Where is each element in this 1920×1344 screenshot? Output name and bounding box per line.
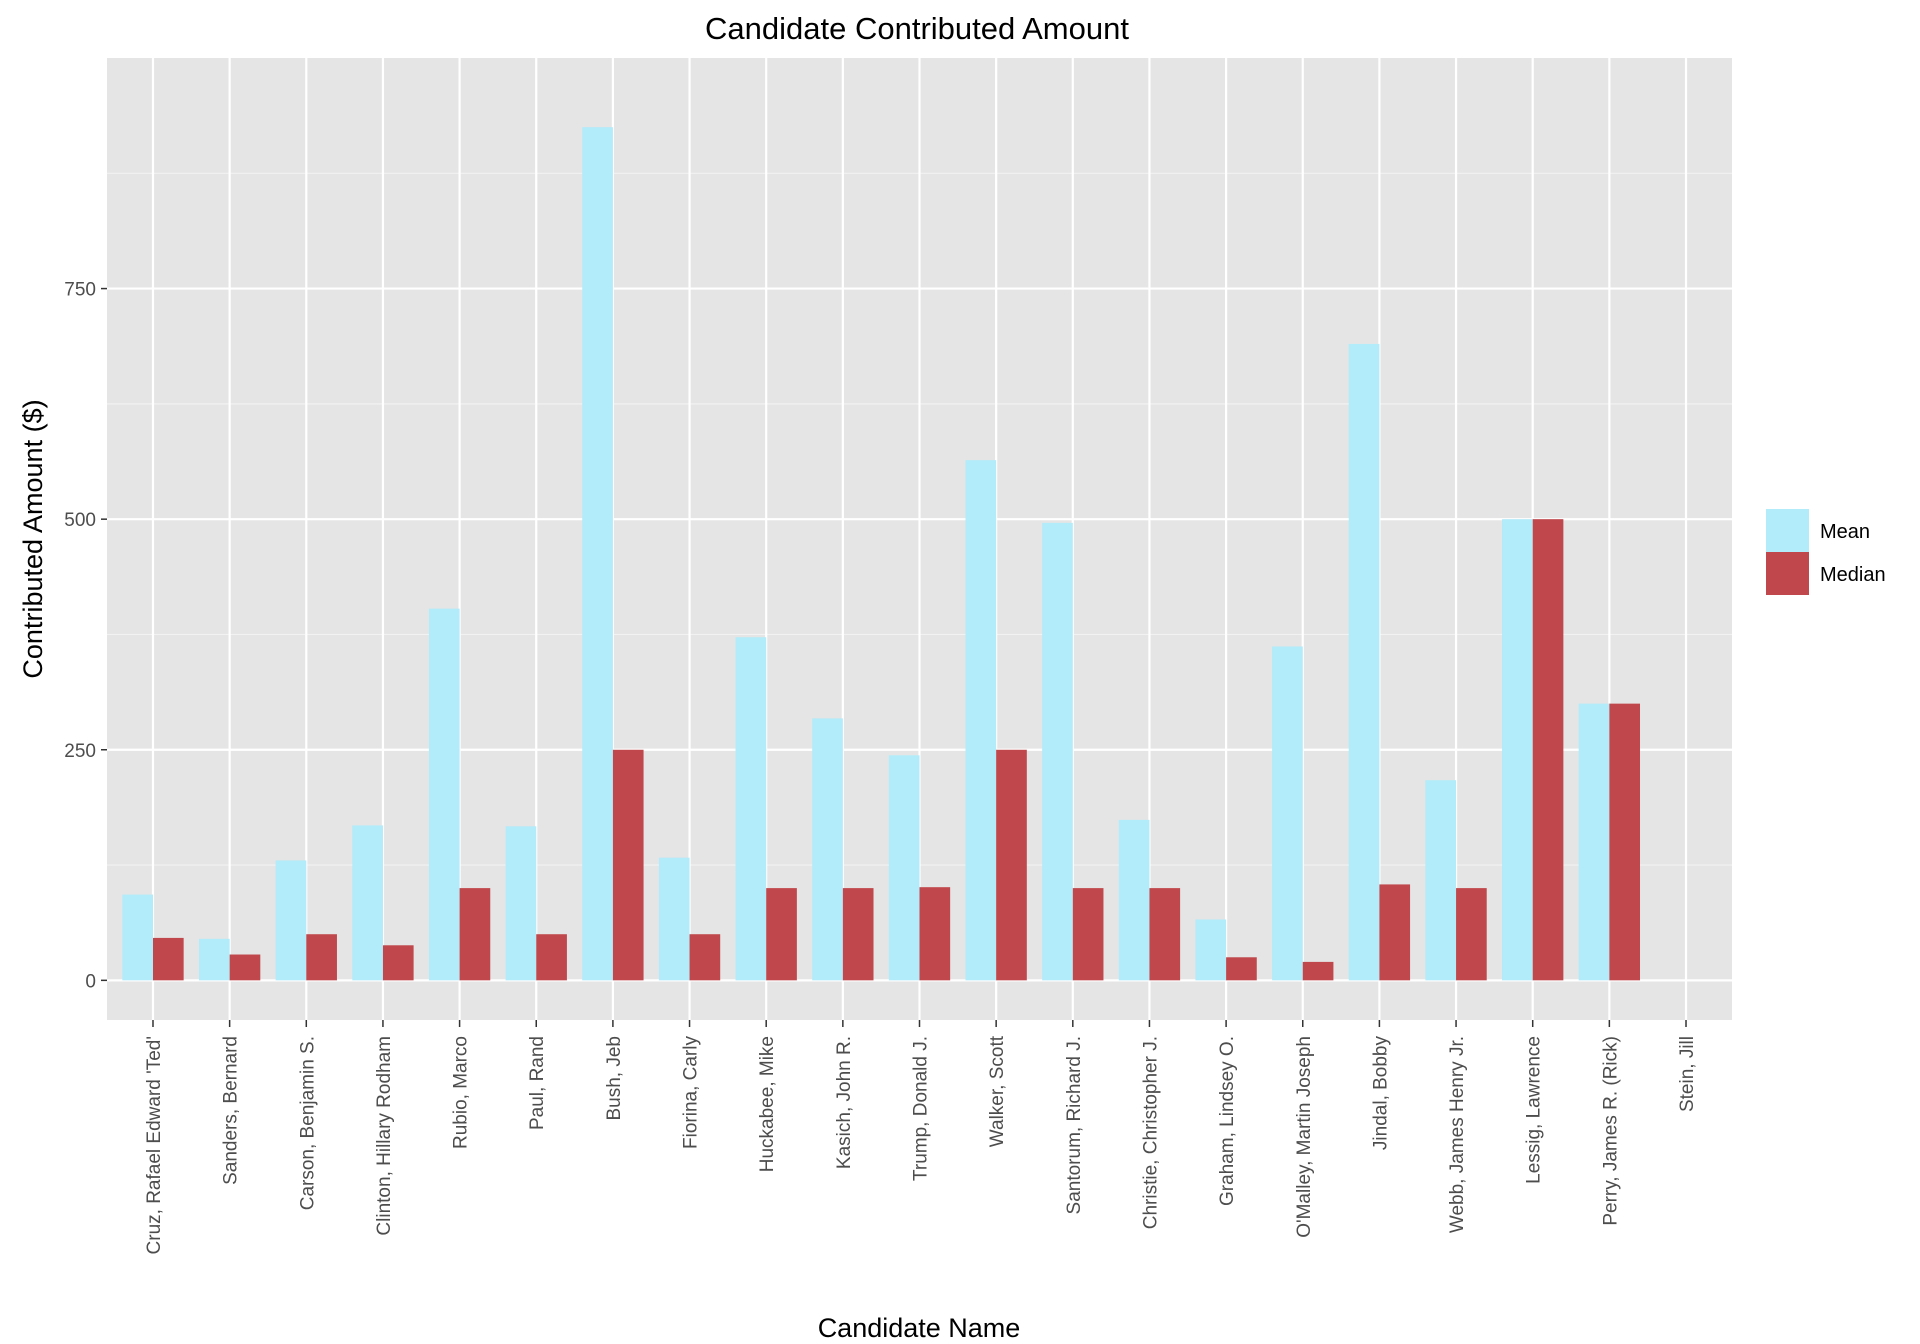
x-tick-label: Walker, Scott [987,1035,1008,1147]
x-tick-label: Cruz, Rafael Edward 'Ted' [144,1036,165,1254]
x-tick-label: Graham, Lindsey O. [1217,1036,1238,1206]
bar-median [459,888,491,981]
bar-median [996,749,1027,981]
bar-mean [275,860,307,981]
bar-mean [1272,646,1303,981]
bar-median [152,937,184,981]
bar-median [306,934,337,981]
x-tick-label: Santorum, Richard J. [1064,1036,1085,1214]
y-tick-label: 500 [64,510,96,531]
bar-mean [352,825,383,981]
x-tick-label: O'Malley, Martin Joseph [1294,1036,1315,1238]
x-tick-label: Paul, Rand [527,1036,548,1130]
x-tick-label: Sanders, Bernard [221,1036,242,1185]
legend: Mean Median [1766,509,1886,595]
x-tick-label: Bush, Jeb [604,1036,625,1121]
bar-median [382,945,414,981]
bar-median [689,934,721,981]
bar-mean [965,460,997,981]
bar-median [1072,888,1104,981]
bar-mean [1195,919,1227,981]
bar-median [1609,703,1641,981]
bar-mean [428,608,460,981]
bar-median [1532,519,1564,981]
bar-median [1302,961,1334,981]
x-tick-label: Lessig, Lawrence [1524,1036,1545,1184]
bar-median [536,934,567,981]
x-axis: Cruz, Rafael Edward 'Ted' Sanders, Bernar… [144,1020,1698,1254]
bar-median [1456,888,1487,981]
x-tick-label: Kasich, John R. [834,1036,855,1169]
bar-mean [888,755,920,981]
bar-mean [122,894,153,981]
x-tick-label: Fiorina, Carly [681,1036,702,1149]
bar-mean [1118,819,1150,981]
x-tick-label: Jindal, Bobby [1370,1036,1391,1151]
y-tick-label: 0 [85,971,96,992]
x-tick-label: Webb, James Henry Jr. [1447,1036,1468,1233]
x-tick-label: Rubio, Marco [451,1036,472,1149]
bar-mean [1348,343,1380,981]
legend-key-median [1766,552,1809,595]
x-tick-label: Carson, Benjamin S. [297,1036,318,1210]
bar-mean [505,826,537,981]
bars-layer [122,127,1641,981]
bar-mean [582,127,613,981]
y-axis-title: Contributed Amount ($) [18,399,48,678]
bar-mean [198,938,230,981]
bar-mean [1042,522,1073,981]
x-tick-label: Trump, Donald J. [911,1036,932,1181]
x-tick-label: Christie, Christopher J. [1140,1036,1161,1229]
bar-median [919,887,951,981]
bar-mean [812,718,843,981]
y-tick-label: 750 [64,280,96,301]
legend-label-mean: Mean [1820,521,1870,543]
legend-key-mean [1766,509,1809,552]
bar-mean [1425,780,1457,981]
y-axis: 0 250 500 750 [64,280,107,992]
legend-label-median: Median [1820,564,1886,586]
bar-mean [735,637,767,981]
chart-title: Candidate Contributed Amount [705,11,1129,46]
x-tick-label: Huckabee, Mike [757,1036,778,1172]
bar-mean [658,857,690,981]
bar-median [1379,884,1411,981]
bar-median [612,749,644,981]
y-tick-label: 250 [64,741,96,762]
x-tick-label: Clinton, Hillary Rodham [374,1036,395,1236]
bar-mean [1502,519,1533,981]
x-tick-label: Stein, Jill [1677,1036,1698,1112]
x-tick-label: Perry, James R. (Rick) [1600,1036,1621,1226]
bar-median [842,888,874,981]
bar-median [766,888,797,981]
bar-median [1226,957,1257,981]
bar-median [229,954,261,981]
bar-mean [1578,703,1610,981]
x-axis-title: Candidate Name [818,1313,1021,1343]
bar-median [1149,888,1181,981]
